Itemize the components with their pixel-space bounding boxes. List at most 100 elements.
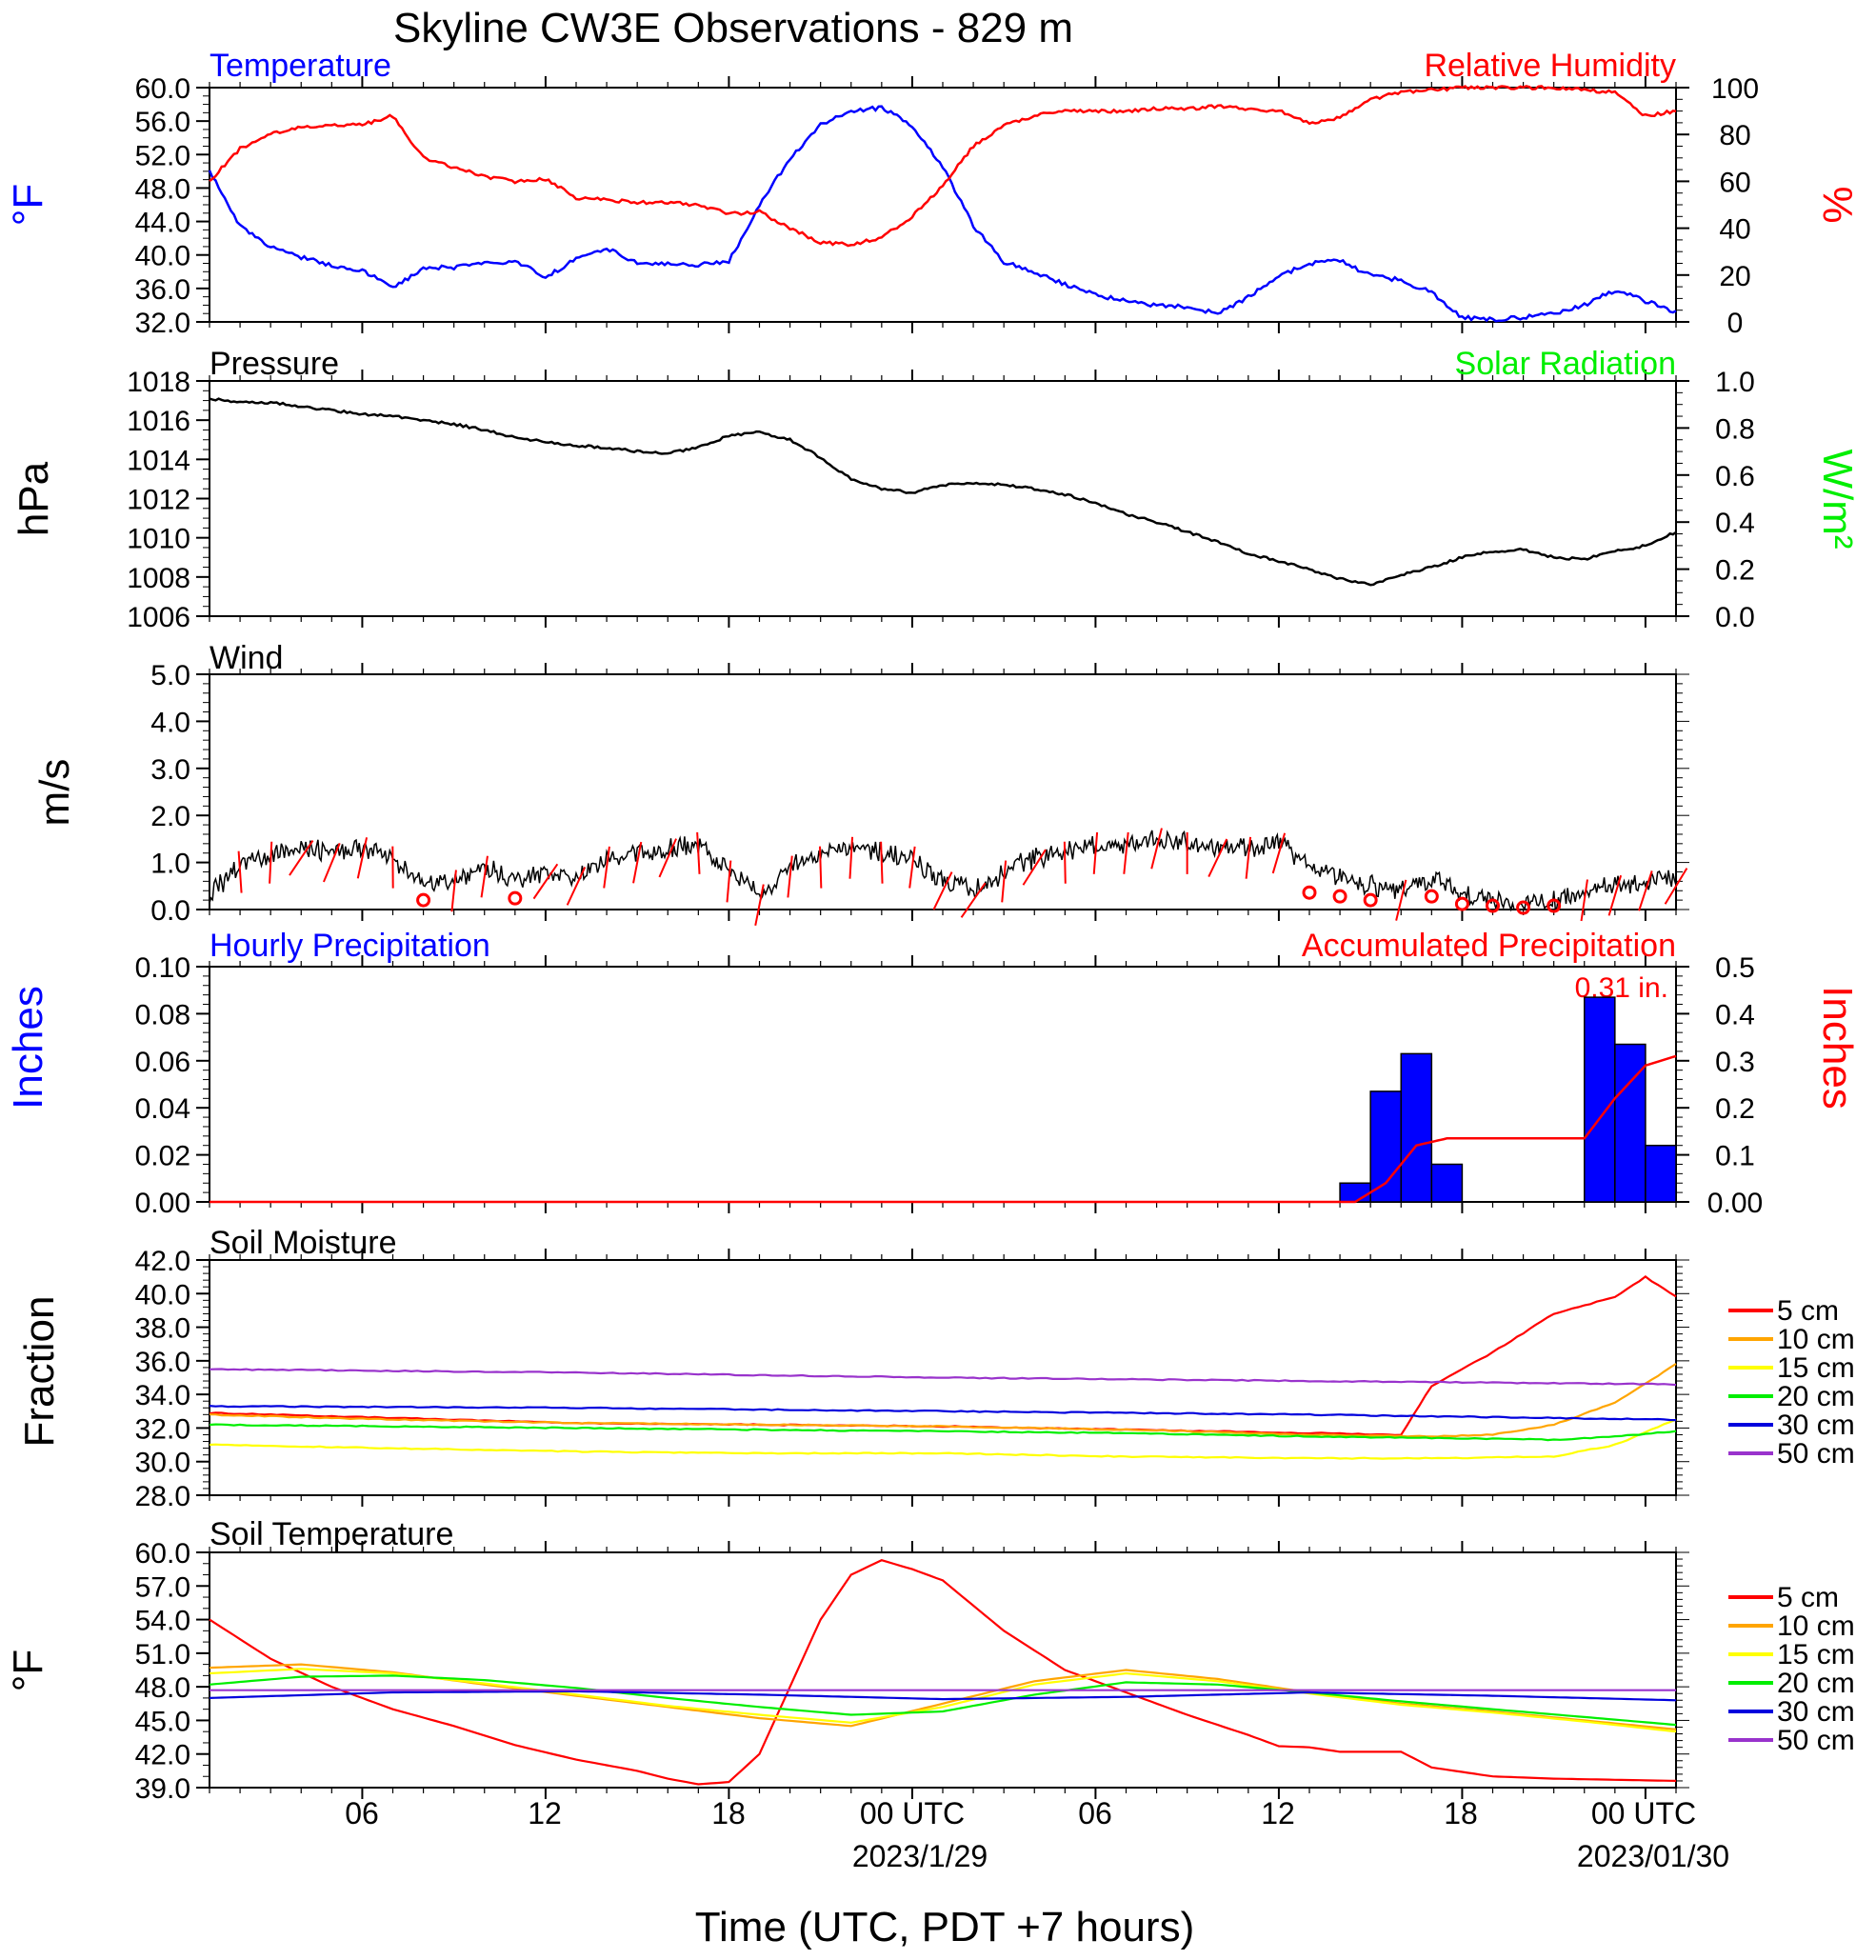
solar-unit-label: W/m²	[1814, 449, 1861, 549]
x-tick-label: 00 UTC	[860, 1796, 965, 1830]
soil-temp-line-30cm	[209, 1690, 1677, 1702]
precip-bar	[1614, 1043, 1646, 1203]
legend-label: 15 cm	[1777, 1639, 1855, 1670]
x-tick-label: 12	[1261, 1796, 1295, 1830]
y-tick-label: 0.0	[150, 895, 190, 927]
wind-barbs	[237, 828, 1688, 926]
precip-bar	[1339, 1182, 1371, 1203]
wind-barb	[566, 867, 587, 906]
legend-label: 10 cm	[1777, 1324, 1855, 1355]
wind-barb	[480, 855, 489, 898]
wind-barb	[1207, 838, 1228, 878]
wind-calm-circle	[1547, 898, 1562, 913]
y-tick-label: 40	[1719, 214, 1750, 246]
wind-calm-circle	[1363, 892, 1378, 908]
soil-temp-line-20cm	[209, 1674, 1677, 1727]
y-tick-label: 0.00	[1707, 1188, 1763, 1219]
wind-barb	[819, 846, 823, 889]
soil-moisture-line-15cm	[209, 1418, 1677, 1460]
wind-barb	[1395, 879, 1407, 921]
precip-bar	[1430, 1163, 1464, 1203]
x-tick-label: 18	[1444, 1796, 1478, 1830]
precip-bar	[1584, 996, 1616, 1203]
y-tick-label: 80	[1719, 120, 1750, 151]
wind-barb	[1664, 868, 1688, 905]
soiltemp-right-ticks	[1676, 1551, 1689, 1789]
y-tick-label: 36.0	[135, 1347, 190, 1378]
pressure-line	[209, 397, 1677, 587]
y-tick-label: 2.0	[150, 801, 190, 832]
y-tick-label: 0.04	[135, 1093, 190, 1125]
wind-barb	[848, 836, 854, 879]
y-tick-label: 1018	[127, 367, 190, 398]
y-tick-label: 38.0	[135, 1313, 190, 1345]
wind-barb	[880, 841, 884, 884]
y-tick-label: 100	[1711, 73, 1759, 105]
x-tick-label: 06	[345, 1796, 379, 1830]
y-tick-label: 0.4	[1715, 999, 1755, 1030]
y-tick-label: 60.0	[135, 73, 190, 105]
wind-calm-circle	[1454, 896, 1469, 911]
y-tick-label: 51.0	[135, 1639, 190, 1670]
moisture-left-axis: 42.040.038.036.034.032.030.028.0	[135, 1246, 210, 1512]
legend-label: 50 cm	[1777, 1438, 1855, 1470]
y-tick-label: 0.02	[135, 1141, 190, 1172]
precip-bar	[1645, 1144, 1677, 1203]
y-tick-label: 1014	[127, 445, 190, 476]
wind-barb	[356, 837, 369, 879]
panel-title-humidity: Relative Humidity	[1424, 48, 1676, 84]
precip-bar	[1400, 1052, 1433, 1203]
y-tick-label: 32.0	[135, 1413, 190, 1445]
wind-right-ticks	[1676, 673, 1689, 910]
x-tick-label: 18	[711, 1796, 746, 1830]
rh-right-axis: 100 80 60 40 20 0	[1676, 73, 1759, 339]
y-tick-label: 56.0	[135, 107, 190, 138]
y-tick-label: 60	[1719, 167, 1750, 198]
y-tick-label: 39.0	[135, 1773, 190, 1805]
wind-barb	[450, 870, 457, 912]
wind-calm-circle	[416, 892, 431, 908]
temp-unit-label: °F	[5, 184, 51, 226]
wind-barb	[532, 863, 559, 900]
wind-barb	[1245, 836, 1252, 879]
soil-temp-frame	[209, 1541, 1677, 1799]
wind-barb	[289, 839, 314, 876]
legend-label: 20 cm	[1777, 1381, 1855, 1412]
figure-title: Skyline CW3E Observations - 829 m	[393, 5, 1073, 51]
y-tick-label: 48.0	[135, 173, 190, 205]
panel-title-solar: Solar Radiation	[1455, 346, 1676, 382]
y-tick-label: 54.0	[135, 1606, 190, 1637]
y-tick-label: 28.0	[135, 1481, 190, 1512]
soil-temp-line-15cm	[209, 1668, 1677, 1733]
wind-barb	[658, 838, 677, 878]
x-tick-label: 06	[1078, 1796, 1112, 1830]
moisture-right-ticks	[1676, 1259, 1689, 1496]
precip-bar	[1369, 1090, 1402, 1203]
y-tick-label: 44.0	[135, 208, 190, 239]
wind-barb	[1638, 870, 1653, 911]
soil-moisture-line-10cm	[210, 1363, 1677, 1438]
y-tick-label: 0.10	[135, 952, 190, 984]
legend-label: 5 cm	[1777, 1582, 1839, 1613]
wind-barb	[932, 871, 953, 910]
y-tick-label: 0.4	[1715, 508, 1755, 539]
y-tick-label: 34.0	[135, 1380, 190, 1411]
y-tick-label: 0.08	[135, 999, 190, 1030]
legend-label: 20 cm	[1777, 1668, 1855, 1699]
wind-barb	[1022, 849, 1047, 886]
y-tick-label: 0.8	[1715, 413, 1755, 445]
date-label: 2023/1/29	[852, 1839, 988, 1873]
wind-barb	[632, 841, 643, 884]
y-tick-label: 1010	[127, 524, 190, 555]
wind-barb	[269, 841, 273, 884]
legend-label: 10 cm	[1777, 1610, 1855, 1642]
wind-barb	[1150, 828, 1163, 870]
x-axis-label: Time (UTC, PDT +7 hours)	[695, 1904, 1194, 1950]
y-tick-label: 0.00	[135, 1188, 190, 1219]
soil-temp-line-5cm	[209, 1559, 1677, 1786]
y-tick-label: 1008	[127, 563, 190, 594]
y-tick-label: 45.0	[135, 1706, 190, 1737]
y-tick-label: 1.0	[150, 849, 190, 880]
